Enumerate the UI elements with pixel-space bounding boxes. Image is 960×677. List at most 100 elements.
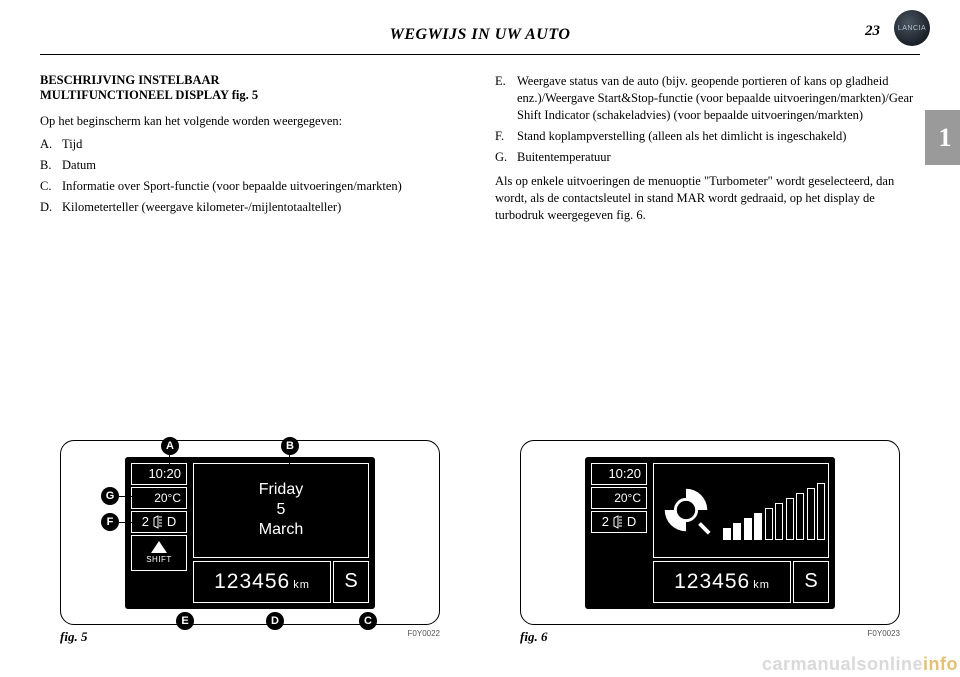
turbo-icon [657,481,715,539]
odometer: 123456 km [193,561,331,603]
left-stack: 10:20 20°C 2 D [591,463,647,533]
item-label: B. [40,157,62,174]
left-column: BESCHRIJVING INSTELBAAR MULTIFUNCTIONEEL… [40,73,465,224]
odometer-value: 123456 [214,570,290,594]
item-text: Kilometerteller (weergave kilometer-/mij… [62,199,465,216]
sport-indicator: S [793,561,829,603]
turbo-bar [754,513,762,540]
odometer-unit: km [753,579,770,591]
lead-line [119,522,133,523]
day-text: Friday [259,481,303,499]
item-label: D. [40,199,62,216]
left-stack: 10:20 20°C 2 D SHIFT [131,463,187,571]
chapter-tab: 1 [925,110,960,165]
temp-cell: 20°C [131,487,187,509]
odometer-value: 123456 [674,570,750,594]
turbo-bar [765,508,773,540]
callout-a: A [161,437,179,455]
turbo-panel [653,463,829,558]
headlamp-icon [613,515,623,529]
gear-number: 2 [142,514,149,529]
turbo-bar [723,528,731,540]
item-label: E. [495,73,517,124]
item-text: Tijd [62,136,465,153]
turbo-bar [807,488,815,540]
odometer-row: 123456 km S [193,561,369,603]
figure-6: 10:20 20°C 2 D [500,440,920,645]
turbo-bars [723,480,826,540]
month-text: March [259,521,303,539]
gear-number: 2 [602,514,609,529]
figure-label: fig. 5 [60,629,87,645]
gear-letter: D [167,514,176,529]
list-item: F.Stand koplampverstelling (alleen als h… [495,128,920,145]
section-title-line2: MULTIFUNCTIONEEL DISPLAY fig. 5 [40,88,258,102]
sport-indicator: S [333,561,369,603]
brand-text: LANCIA [898,25,926,32]
item-text: Datum [62,157,465,174]
gear-cell: 2 D [131,511,187,533]
item-label: C. [40,178,62,195]
header-title: WEGWIJS IN UW AUTO [390,26,571,44]
lead-line [169,455,170,465]
turbo-bar [796,493,804,540]
item-text: Informatie over Sport-functie (voor bepa… [62,178,465,195]
section-title-line1: BESCHRIJVING INSTELBAAR [40,73,220,87]
item-label: F. [495,128,517,145]
turbo-bar [744,518,752,540]
item-label: G. [495,149,517,166]
temp-cell: 20°C [591,487,647,509]
time-cell: 10:20 [591,463,647,485]
item-text: Buitentemperatuur [517,149,920,166]
callout-d: D [266,612,284,630]
figure-5: A B G F E D C 10:20 20°C 2 [40,440,460,645]
page: WEGWIJS IN UW AUTO 23 LANCIA 1 BESCHRIJV… [40,15,920,655]
date-number: 5 [277,501,286,519]
list-item: A.Tijd [40,136,465,153]
item-text: Weergave status van de auto (bijv. geope… [517,73,920,124]
figure-5-caption: fig. 5 F0Y0022 [60,629,440,645]
callout-e: E [176,612,194,630]
watermark: carmanualsonlineinfo [762,654,958,675]
turbo-bar [786,498,794,540]
item-text: Stand koplampverstelling (alleen als het… [517,128,920,145]
watermark-accent: info [923,654,958,674]
callout-b: B [281,437,299,455]
definition-list-left: A.Tijd B.Datum C.Informatie over Sport-f… [40,136,465,216]
content-columns: BESCHRIJVING INSTELBAAR MULTIFUNCTIONEEL… [40,55,920,224]
turbo-bar [775,503,783,540]
odometer-row: 123456 km S [653,561,829,603]
shift-indicator: SHIFT [131,535,187,571]
figure-code: F0Y0022 [408,629,440,645]
date-panel: Friday 5 March [193,463,369,558]
callout-c: C [359,612,377,630]
gear-letter: D [627,514,636,529]
list-item: G.Buitentemperatuur [495,149,920,166]
callout-f: F [101,513,119,531]
page-number: 23 [865,23,880,40]
figure-6-caption: fig. 6 F0Y0023 [520,629,900,645]
figure-code: F0Y0023 [868,629,900,645]
list-item: B.Datum [40,157,465,174]
figure-6-box: 10:20 20°C 2 D [520,440,900,625]
page-header: WEGWIJS IN UW AUTO 23 LANCIA [40,15,920,55]
odometer: 123456 km [653,561,791,603]
lead-line [119,496,133,497]
figure-5-box: A B G F E D C 10:20 20°C 2 [60,440,440,625]
lead-line [289,455,290,465]
turbo-bar [733,523,741,540]
list-item: D.Kilometerteller (weergave kilometer-/m… [40,199,465,216]
brand-logo: LANCIA [894,10,930,46]
list-item: E.Weergave status van de auto (bijv. geo… [495,73,920,124]
gear-cell: 2 D [591,511,647,533]
odometer-unit: km [293,579,310,591]
section-title: BESCHRIJVING INSTELBAAR MULTIFUNCTIONEEL… [40,73,465,103]
right-column: E.Weergave status van de auto (bijv. geo… [495,73,920,224]
figure-label: fig. 6 [520,629,547,645]
definition-list-right: E.Weergave status van de auto (bijv. geo… [495,73,920,165]
display-screen-fig6: 10:20 20°C 2 D [585,457,835,609]
turbo-bar [817,483,825,540]
display-screen-fig5: 10:20 20°C 2 D SHIFT Friday [125,457,375,609]
callout-g: G [101,487,119,505]
arrow-up-icon [151,541,167,553]
